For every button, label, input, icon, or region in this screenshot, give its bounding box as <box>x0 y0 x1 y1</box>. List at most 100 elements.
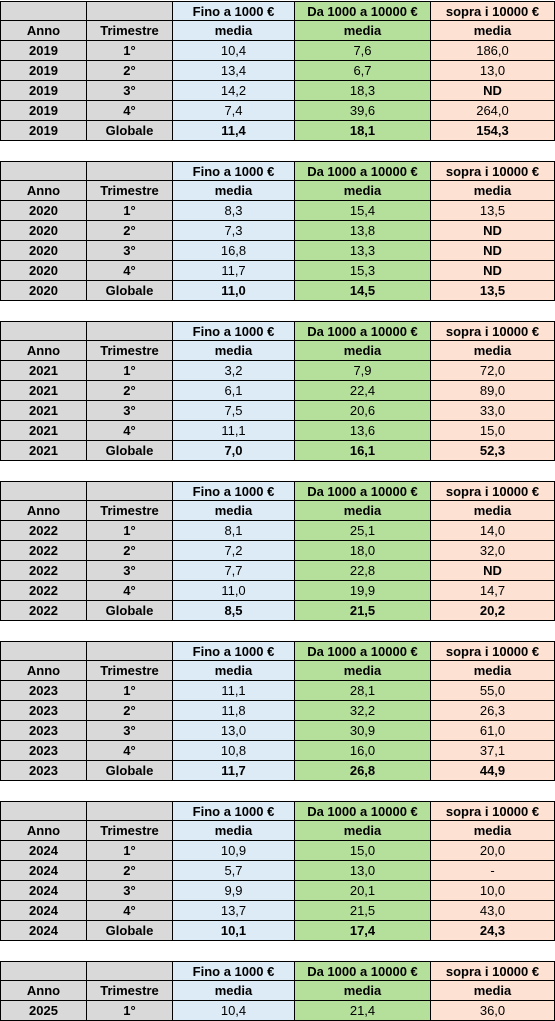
table-row: 2023 4° 10,8 16,0 37,1 <box>0 741 555 761</box>
table-row: 2020 3° 16,8 13,3 ND <box>0 241 555 261</box>
cell-fino-a-1000: 16,8 <box>173 241 295 261</box>
header-media-fino: media <box>173 341 295 361</box>
cell-sopra-10000: 13,5 <box>431 201 555 221</box>
table-header-labels: Anno Trimestre media media media <box>0 821 555 841</box>
cell-trimestre: 3° <box>87 241 173 261</box>
cell-da-1000-a-10000: 32,2 <box>295 701 431 721</box>
cell-sopra-10000: 13,5 <box>431 281 555 301</box>
cell-fino-a-1000: 7,3 <box>173 221 295 241</box>
cell-sopra-10000: ND <box>431 241 555 261</box>
cell-anno: 2023 <box>0 741 87 761</box>
cell-da-1000-a-10000: 13,8 <box>295 221 431 241</box>
table-row: 2019 3° 14,2 18,3 ND <box>0 81 555 101</box>
cell-trimestre: 3° <box>87 401 173 421</box>
cell-sopra-10000: 14,0 <box>431 521 555 541</box>
header-fino-a-1000: Fino a 1000 € <box>173 321 295 341</box>
cell-fino-a-1000: 11,7 <box>173 761 295 781</box>
header-trimestre: Trimestre <box>87 821 173 841</box>
cell-da-1000-a-10000: 28,1 <box>295 681 431 701</box>
header-anno: Anno <box>0 341 87 361</box>
cell-da-1000-a-10000: 14,5 <box>295 281 431 301</box>
cell-sopra-10000: 10,0 <box>431 881 555 901</box>
table-row: 2019 2° 13,4 6,7 13,0 <box>0 61 555 81</box>
cell-fino-a-1000: 13,4 <box>173 61 295 81</box>
table-header-range: Fino a 1000 € Da 1000 a 10000 € sopra i 10… <box>0 481 555 501</box>
header-trimestre: Trimestre <box>87 341 173 361</box>
cell-sopra-10000: 72,0 <box>431 361 555 381</box>
header-media-da: media <box>295 181 431 201</box>
cell-anno: 2020 <box>0 281 87 301</box>
cell-da-1000-a-10000: 39,6 <box>295 101 431 121</box>
header-media-fino: media <box>173 501 295 521</box>
table-header-range: Fino a 1000 € Da 1000 a 10000 € sopra i 10… <box>0 801 555 821</box>
cell-da-1000-a-10000: 16,0 <box>295 741 431 761</box>
cell-sopra-10000: - <box>431 861 555 881</box>
cell-trimestre: Globale <box>87 601 173 621</box>
header-empty-trimestre <box>87 1 173 21</box>
header-sopra-10000: sopra i 10000 € <box>431 801 555 821</box>
header-da-1000-a-10000: Da 1000 a 10000 € <box>295 961 431 981</box>
cell-trimestre: Globale <box>87 121 173 141</box>
cell-trimestre: 1° <box>87 521 173 541</box>
header-anno: Anno <box>0 661 87 681</box>
header-anno: Anno <box>0 21 87 41</box>
cell-fino-a-1000: 7,2 <box>173 541 295 561</box>
cell-trimestre: 2° <box>87 221 173 241</box>
header-fino-a-1000: Fino a 1000 € <box>173 481 295 501</box>
header-empty-anno <box>0 801 87 821</box>
cell-sopra-10000: 43,0 <box>431 901 555 921</box>
cell-sopra-10000: 186,0 <box>431 41 555 61</box>
cell-trimestre: 1° <box>87 1001 173 1021</box>
header-sopra-10000: sopra i 10000 € <box>431 161 555 181</box>
table-row: 2022 4° 11,0 19,9 14,7 <box>0 581 555 601</box>
header-sopra-10000: sopra i 10000 € <box>431 961 555 981</box>
cell-anno: 2022 <box>0 521 87 541</box>
table-row: 2021 4° 11,1 13,6 15,0 <box>0 421 555 441</box>
header-sopra-10000: sopra i 10000 € <box>431 641 555 661</box>
cell-trimestre: 4° <box>87 901 173 921</box>
cell-sopra-10000: 37,1 <box>431 741 555 761</box>
cell-fino-a-1000: 11,7 <box>173 261 295 281</box>
header-media-da: media <box>295 501 431 521</box>
cell-fino-a-1000: 6,1 <box>173 381 295 401</box>
cell-da-1000-a-10000: 22,8 <box>295 561 431 581</box>
header-media-fino: media <box>173 21 295 41</box>
cell-anno: 2021 <box>0 361 87 381</box>
cell-sopra-10000: 24,3 <box>431 921 555 941</box>
header-media-da: media <box>295 981 431 1001</box>
cell-da-1000-a-10000: 13,6 <box>295 421 431 441</box>
table-header-range: Fino a 1000 € Da 1000 a 10000 € sopra i 10… <box>0 321 555 341</box>
header-media-sopra: media <box>431 21 555 41</box>
cell-trimestre: 2° <box>87 541 173 561</box>
cell-fino-a-1000: 9,9 <box>173 881 295 901</box>
header-empty-anno <box>0 321 87 341</box>
cell-trimestre: Globale <box>87 921 173 941</box>
cell-trimestre: 4° <box>87 421 173 441</box>
cell-da-1000-a-10000: 18,3 <box>295 81 431 101</box>
header-empty-anno <box>0 961 87 981</box>
cell-fino-a-1000: 7,4 <box>173 101 295 121</box>
header-media-sopra: media <box>431 181 555 201</box>
cell-anno: 2020 <box>0 201 87 221</box>
table-header-range: Fino a 1000 € Da 1000 a 10000 € sopra i 10… <box>0 961 555 981</box>
table-header-labels: Anno Trimestre media media media <box>0 181 555 201</box>
cell-sopra-10000: 20,2 <box>431 601 555 621</box>
cell-anno: 2023 <box>0 701 87 721</box>
header-media-sopra: media <box>431 981 555 1001</box>
cell-anno: 2024 <box>0 921 87 941</box>
header-empty-anno <box>0 641 87 661</box>
cell-da-1000-a-10000: 21,5 <box>295 901 431 921</box>
cell-anno: 2025 <box>0 1001 87 1021</box>
cell-anno: 2019 <box>0 121 87 141</box>
cell-trimestre: 1° <box>87 201 173 221</box>
header-sopra-10000: sopra i 10000 € <box>431 481 555 501</box>
cell-da-1000-a-10000: 13,0 <box>295 861 431 881</box>
header-media-sopra: media <box>431 821 555 841</box>
cell-fino-a-1000: 14,2 <box>173 81 295 101</box>
cell-da-1000-a-10000: 30,9 <box>295 721 431 741</box>
table-header-labels: Anno Trimestre media media media <box>0 21 555 41</box>
table-row: 2021 2° 6,1 22,4 89,0 <box>0 381 555 401</box>
cell-sopra-10000: ND <box>431 561 555 581</box>
cell-sopra-10000: 61,0 <box>431 721 555 741</box>
table-header-labels: Anno Trimestre media media media <box>0 341 555 361</box>
